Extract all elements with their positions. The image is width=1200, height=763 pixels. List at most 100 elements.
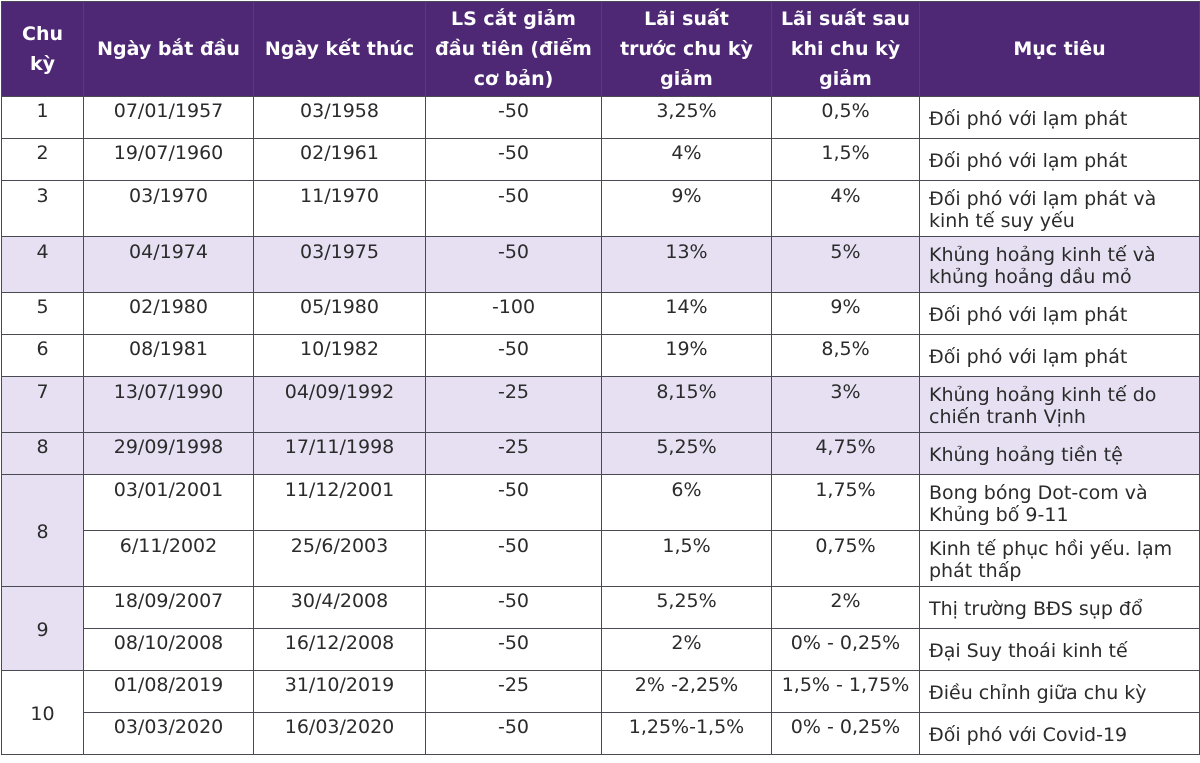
cell-rate-after: 3% — [771, 376, 920, 433]
cell-first-cut: -50 — [425, 712, 602, 755]
cell-end-date: 05/1980 — [253, 292, 426, 335]
cell-goal: Đối phó với lạm phát — [919, 292, 1200, 335]
table-row: 8 29/09/1998 17/11/1998 -25 5,25% 4,75% … — [1, 432, 1200, 475]
cell-first-cut: -50 — [425, 586, 602, 629]
cell-goal: Đối phó với lạm phát — [919, 334, 1200, 377]
cell-goal: Đối phó với lạm phát — [919, 96, 1200, 139]
cell-first-cut: -50 — [425, 236, 602, 293]
cell-goal: Đối phó với Covid-19 — [919, 712, 1200, 755]
table-row: 1 07/01/1957 03/1958 -50 3,25% 0,5% Đối … — [1, 96, 1200, 139]
cell-start-date: 19/07/1960 — [83, 138, 254, 181]
cell-goal: Điều chỉnh giữa chu kỳ — [919, 670, 1200, 713]
cell-rate-before: 2% — [601, 628, 772, 671]
cell-rate-before: 8,15% — [601, 376, 772, 433]
table-row: 2 19/07/1960 02/1961 -50 4% 1,5% Đối phó… — [1, 138, 1200, 181]
cell-end-date: 16/03/2020 — [253, 712, 426, 755]
cell-rate-before: 5,25% — [601, 586, 772, 629]
table-row: 6 08/1981 10/1982 -50 19% 8,5% Đối phó v… — [1, 334, 1200, 377]
header-goal: Mục tiêu — [919, 1, 1200, 97]
cell-cycle: 6 — [1, 334, 84, 377]
cell-rate-after: 5% — [771, 236, 920, 293]
cell-first-cut: -50 — [425, 180, 602, 237]
table-row: 5 02/1980 05/1980 -100 14% 9% Đối phó vớ… — [1, 292, 1200, 335]
cell-rate-after: 0,75% — [771, 530, 920, 587]
cell-end-date: 25/6/2003 — [253, 530, 426, 587]
cell-rate-after: 1,5% - 1,75% — [771, 670, 920, 713]
cell-rate-after: 0% - 0,25% — [771, 712, 920, 755]
cell-cycle: 10 — [1, 670, 84, 755]
header-rate-before: Lãi suất trước chu kỳ giảm — [601, 1, 772, 97]
cell-rate-before: 13% — [601, 236, 772, 293]
cell-start-date: 13/07/1990 — [83, 376, 254, 433]
cell-end-date: 16/12/2008 — [253, 628, 426, 671]
cell-end-date: 31/10/2019 — [253, 670, 426, 713]
cell-goal: Đối phó với lạm phát — [919, 138, 1200, 181]
cell-first-cut: -50 — [425, 628, 602, 671]
cell-rate-before: 2% -2,25% — [601, 670, 772, 713]
table-row: 9 18/09/2007 30/4/2008 -50 5,25% 2% Thị … — [1, 586, 1200, 671]
table-row: 08/10/2008 16/12/2008 -50 2% 0% - 0,25% … — [2, 628, 1200, 671]
table-row: 4 04/1974 03/1975 -50 13% 5% Khủng hoảng… — [1, 236, 1200, 293]
header-end-date: Ngày kết thúc — [253, 1, 426, 97]
cell-first-cut: -100 — [425, 292, 602, 335]
cell-start-date: 18/09/2007 — [83, 586, 254, 629]
cell-end-date: 02/1961 — [253, 138, 426, 181]
cell-end-date: 30/4/2008 — [253, 586, 426, 629]
cell-cycle: 8 — [1, 432, 84, 475]
cell-first-cut: -25 — [425, 670, 602, 713]
cell-rate-before: 4% — [601, 138, 772, 181]
cell-start-date: 04/1974 — [83, 236, 254, 293]
header-start-date: Ngày bắt đầu — [83, 1, 254, 97]
cell-start-date: 03/01/2001 — [83, 474, 254, 531]
cell-end-date: 11/12/2001 — [253, 474, 426, 531]
table-row: 8 03/01/2001 11/12/2001 -50 6% 1,75% Bon… — [1, 474, 1200, 587]
cell-cycle: 7 — [1, 376, 84, 433]
cell-start-date: 08/10/2008 — [83, 628, 254, 671]
cell-cycle: 9 — [1, 586, 84, 671]
header-first-cut: LS cắt giảm đầu tiên (điểm cơ bản) — [425, 1, 602, 97]
cell-rate-before: 3,25% — [601, 96, 772, 139]
cell-end-date: 03/1958 — [253, 96, 426, 139]
cell-start-date: 01/08/2019 — [83, 670, 254, 713]
cell-first-cut: -25 — [425, 376, 602, 433]
cell-rate-before: 9% — [601, 180, 772, 237]
cell-cycle: 8 — [1, 474, 84, 587]
cell-start-date: 03/03/2020 — [83, 712, 254, 755]
cell-goal: Khủng hoảng kinh tế và khủng hoảng dầu m… — [919, 236, 1200, 293]
cell-rate-before: 5,25% — [601, 432, 772, 475]
cell-goal: Đại Suy thoái kinh tế — [919, 628, 1200, 671]
cell-rate-after: 1,75% — [771, 474, 920, 531]
cell-rate-after: 9% — [771, 292, 920, 335]
table-row: 7 13/07/1990 04/09/1992 -25 8,15% 3% Khủ… — [1, 376, 1200, 433]
cell-cycle: 1 — [1, 96, 84, 139]
cell-start-date: 29/09/1998 — [83, 432, 254, 475]
cell-rate-before: 1,5% — [601, 530, 772, 587]
cell-goal: Đối phó với lạm phát và kinh tế suy yếu — [919, 180, 1200, 237]
cell-first-cut: -50 — [425, 138, 602, 181]
cell-first-cut: -50 — [425, 334, 602, 377]
cell-start-date: 6/11/2002 — [83, 530, 254, 587]
cell-rate-before: 19% — [601, 334, 772, 377]
cell-rate-before: 14% — [601, 292, 772, 335]
cell-cycle: 5 — [1, 292, 84, 335]
cell-end-date: 04/09/1992 — [253, 376, 426, 433]
table-row: 6/11/2002 25/6/2003 -50 1,5% 0,75% Kinh … — [2, 530, 1200, 587]
cell-start-date: 08/1981 — [83, 334, 254, 377]
cell-first-cut: -50 — [425, 474, 602, 531]
cell-first-cut: -25 — [425, 432, 602, 475]
cell-start-date: 03/1970 — [83, 180, 254, 237]
cell-rate-before: 1,25%-1,5% — [601, 712, 772, 755]
table-row: 3 03/1970 11/1970 -50 9% 4% Đối phó với … — [1, 180, 1200, 237]
cell-start-date: 02/1980 — [83, 292, 254, 335]
header-row: Chu kỳ Ngày bắt đầu Ngày kết thúc LS cắt… — [1, 1, 1200, 97]
cell-cycle: 2 — [1, 138, 84, 181]
cell-goal: Bong bóng Dot-com và Khủng bố 9-11 — [919, 474, 1200, 531]
cell-rate-after: 4% — [771, 180, 920, 237]
cell-rate-after: 0% - 0,25% — [771, 628, 920, 671]
cell-rate-after: 2% — [771, 586, 920, 629]
cell-end-date: 10/1982 — [253, 334, 426, 377]
cell-start-date: 07/01/1957 — [83, 96, 254, 139]
cell-rate-after: 8,5% — [771, 334, 920, 377]
table-row: 10 01/08/2019 31/10/2019 -25 2% -2,25% 1… — [1, 670, 1200, 755]
